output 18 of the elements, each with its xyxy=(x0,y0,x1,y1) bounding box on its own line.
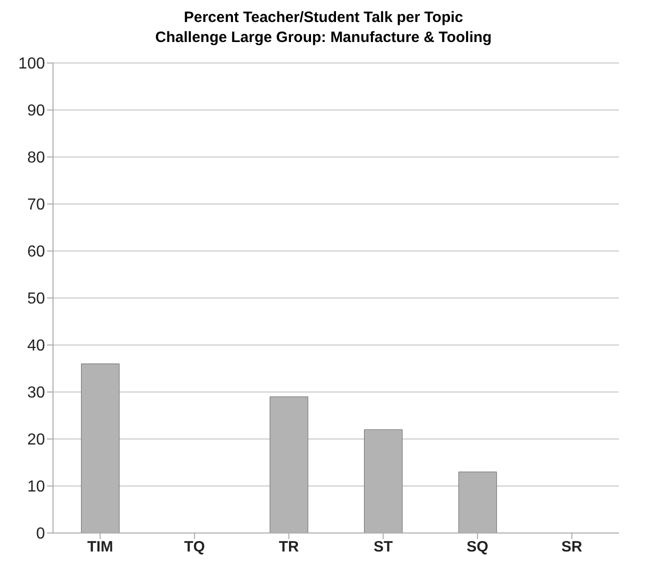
y-tick-label: 30 xyxy=(27,384,46,402)
y-tick-label: 20 xyxy=(27,432,46,449)
y-tick-label: 50 xyxy=(27,290,46,308)
x-tick-label: TR xyxy=(278,538,299,556)
y-tick-label: 0 xyxy=(36,526,46,543)
y-tick-label: 40 xyxy=(27,338,46,355)
x-tick-label: ST xyxy=(374,538,393,556)
x-tick-label: TIM xyxy=(87,538,114,556)
x-tick-label: SQ xyxy=(466,538,489,556)
y-tick-label: 90 xyxy=(27,102,46,120)
chart-title: Percent Teacher/Student Talk per Topic Challenge Large Group: Manufacture & Tooling xyxy=(154,8,493,48)
y-tick-label: 10 xyxy=(27,478,46,496)
y-tick-label: 100 xyxy=(18,56,46,73)
x-tick-label: SR xyxy=(561,538,582,556)
x-tick-label: TQ xyxy=(184,538,206,556)
y-tick-label: 60 xyxy=(27,244,46,261)
y-tick-label: 70 xyxy=(27,196,46,214)
y-tick-label: 80 xyxy=(27,150,46,167)
